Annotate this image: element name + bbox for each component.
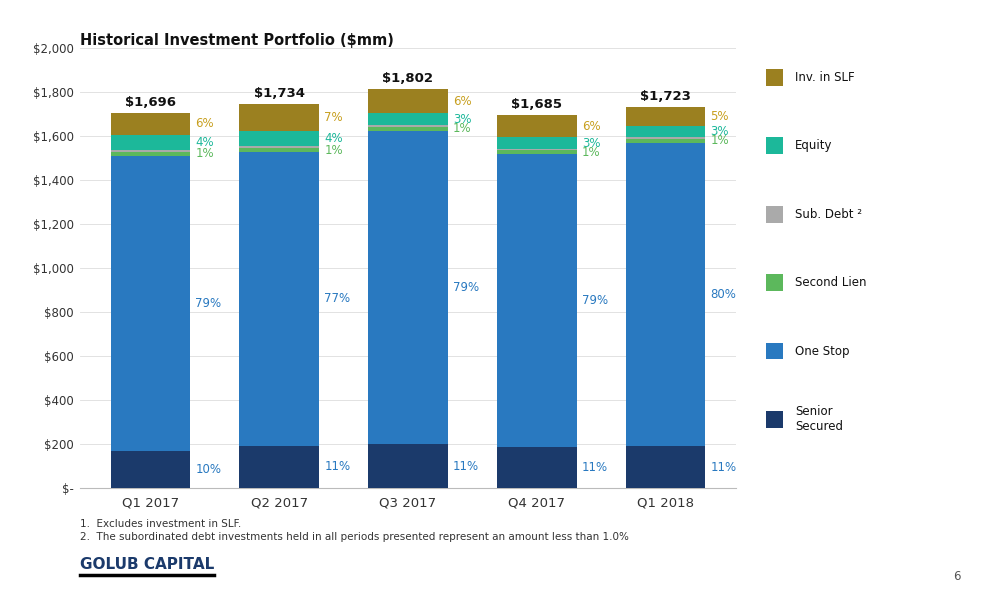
Text: 1%: 1% bbox=[324, 143, 343, 156]
Text: 6%: 6% bbox=[452, 95, 471, 108]
Text: One Stop: One Stop bbox=[794, 345, 849, 358]
Text: 11%: 11% bbox=[452, 459, 479, 472]
Bar bbox=[496, 447, 577, 488]
Text: 6%: 6% bbox=[581, 120, 599, 133]
Text: 10%: 10% bbox=[195, 463, 222, 476]
Bar bbox=[110, 450, 190, 488]
Text: 3%: 3% bbox=[710, 125, 729, 138]
Text: GOLUB CAPITAL: GOLUB CAPITAL bbox=[80, 558, 214, 572]
Bar bbox=[625, 143, 705, 446]
Text: 79%: 79% bbox=[452, 281, 479, 294]
Text: 1%: 1% bbox=[195, 147, 214, 160]
Text: 11%: 11% bbox=[581, 461, 607, 474]
Text: 79%: 79% bbox=[195, 296, 222, 309]
Bar bbox=[625, 126, 705, 137]
Bar bbox=[239, 146, 319, 148]
Bar bbox=[368, 125, 447, 127]
Text: Historical Investment Portfolio ($mm): Historical Investment Portfolio ($mm) bbox=[80, 33, 393, 48]
Text: 6: 6 bbox=[951, 570, 959, 583]
Text: 80%: 80% bbox=[710, 288, 736, 301]
Bar bbox=[496, 115, 577, 137]
Text: 1%: 1% bbox=[710, 134, 729, 148]
Text: 1.  Excludes investment in SLF.: 1. Excludes investment in SLF. bbox=[80, 519, 241, 528]
Text: $1,723: $1,723 bbox=[639, 90, 690, 103]
Bar bbox=[368, 113, 447, 125]
Text: 3%: 3% bbox=[581, 136, 599, 149]
Text: 77%: 77% bbox=[324, 292, 350, 305]
Text: 4%: 4% bbox=[324, 132, 343, 145]
Text: 1%: 1% bbox=[581, 146, 599, 159]
Text: 4%: 4% bbox=[195, 136, 214, 149]
Text: Senior
Secured: Senior Secured bbox=[794, 405, 842, 434]
Bar bbox=[239, 104, 319, 131]
Bar bbox=[625, 139, 705, 143]
Bar bbox=[496, 154, 577, 447]
Text: Inv. in SLF: Inv. in SLF bbox=[794, 71, 854, 84]
Bar bbox=[625, 107, 705, 126]
Text: 11%: 11% bbox=[324, 461, 350, 474]
Bar bbox=[368, 131, 447, 444]
Bar bbox=[239, 148, 319, 152]
Text: 2.  The subordinated debt investments held in all periods presented represent an: 2. The subordinated debt investments hel… bbox=[80, 532, 628, 541]
Bar bbox=[496, 137, 577, 149]
Bar bbox=[496, 149, 577, 151]
Bar bbox=[110, 152, 190, 156]
Text: $1,802: $1,802 bbox=[382, 73, 433, 86]
Text: 79%: 79% bbox=[581, 294, 607, 307]
Bar bbox=[110, 135, 190, 150]
Text: 7%: 7% bbox=[324, 111, 343, 124]
Bar bbox=[496, 151, 577, 154]
Text: 6%: 6% bbox=[195, 117, 214, 130]
Bar bbox=[625, 446, 705, 488]
Bar bbox=[239, 131, 319, 146]
Bar bbox=[110, 150, 190, 152]
Bar bbox=[368, 127, 447, 131]
Text: Sub. Debt ²: Sub. Debt ² bbox=[794, 208, 861, 221]
Text: 11%: 11% bbox=[710, 461, 736, 474]
Bar bbox=[368, 444, 447, 488]
Bar bbox=[110, 156, 190, 450]
Text: Equity: Equity bbox=[794, 139, 831, 152]
Text: 3%: 3% bbox=[452, 112, 471, 126]
Text: $1,696: $1,696 bbox=[125, 96, 176, 109]
Bar bbox=[625, 137, 705, 139]
Text: $1,734: $1,734 bbox=[253, 87, 304, 101]
Bar bbox=[239, 152, 319, 446]
Text: $1,685: $1,685 bbox=[511, 98, 562, 111]
Bar bbox=[368, 89, 447, 113]
Text: Second Lien: Second Lien bbox=[794, 276, 866, 289]
Text: 5%: 5% bbox=[710, 110, 729, 123]
Bar bbox=[110, 113, 190, 135]
Text: 1%: 1% bbox=[452, 123, 471, 136]
Bar bbox=[239, 446, 319, 488]
